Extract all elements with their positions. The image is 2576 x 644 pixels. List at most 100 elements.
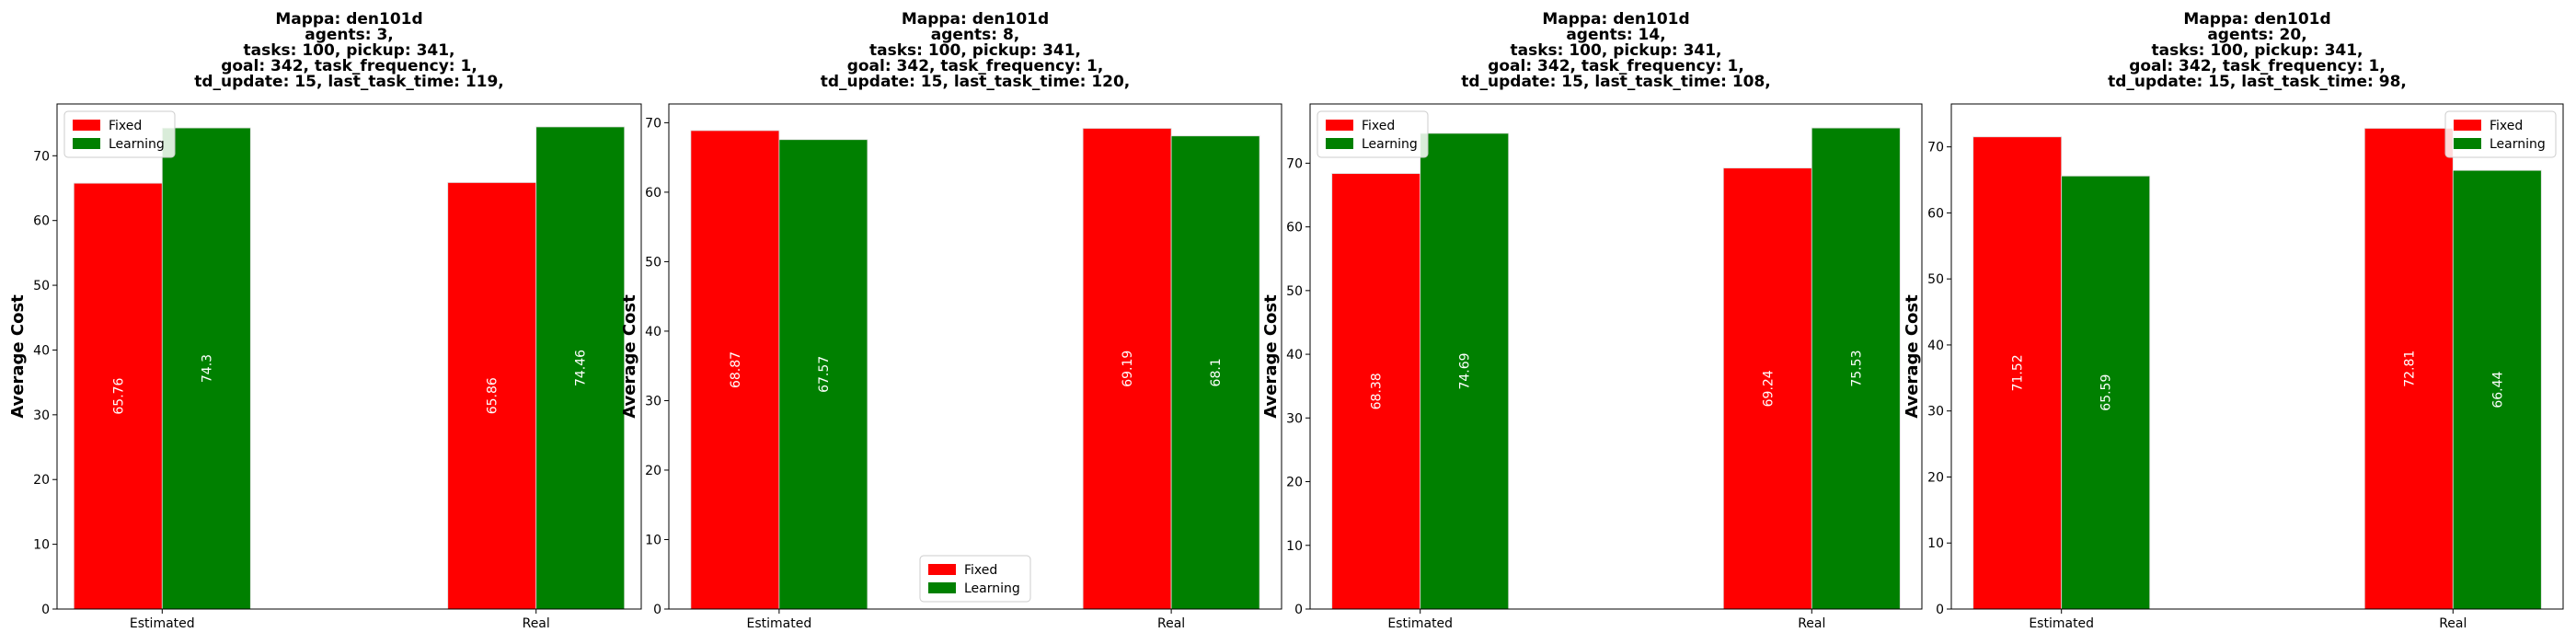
y-tick-label: 50 xyxy=(645,255,661,270)
x-tick-label: Real xyxy=(523,616,550,631)
legend: Fixed Learning xyxy=(2444,110,2557,158)
legend-label: Fixed xyxy=(2490,119,2523,133)
bar-value-label: 68.1 xyxy=(1209,358,1224,386)
y-tick-label: 20 xyxy=(33,473,50,488)
x-tick-label: Estimated xyxy=(1387,616,1453,631)
bar-value-label: 68.87 xyxy=(729,351,743,388)
y-tick-label: 10 xyxy=(33,538,50,553)
legend: Fixed Learning xyxy=(63,110,176,158)
bar-fixed-estimated xyxy=(1331,173,1421,610)
y-tick-label: 20 xyxy=(1286,476,1303,490)
chart-title-line: agents: 3, xyxy=(305,26,394,44)
y-axis-label: Average Cost xyxy=(1261,294,1281,419)
y-tick-label: 50 xyxy=(1927,272,1944,287)
legend-label: Learning xyxy=(2490,137,2546,152)
y-tick-label: 40 xyxy=(33,343,50,358)
bar-learning-real xyxy=(535,126,626,610)
bar-fixed-real xyxy=(2363,128,2454,610)
legend-label: Learning xyxy=(109,137,165,152)
y-tick-label: 30 xyxy=(1927,405,1944,420)
y-tick-label: 40 xyxy=(1927,339,1944,353)
legend-label: Fixed xyxy=(1362,119,1395,133)
bar-fixed-estimated xyxy=(690,130,780,610)
chart-title-line: goal: 342, task_frequency: 1, xyxy=(1488,57,1744,75)
bar-fixed-real xyxy=(447,182,537,610)
y-tick-label: 70 xyxy=(33,149,50,164)
bar-value-label: 65.86 xyxy=(486,377,500,414)
bar-value-label: 75.53 xyxy=(1849,351,1864,387)
bar-value-label: 74.69 xyxy=(1458,352,1473,389)
bar-value-label: 68.38 xyxy=(1370,373,1385,409)
bar-fixed-estimated xyxy=(1972,136,2063,610)
chart-title-line: tasks: 100, pickup: 341, xyxy=(869,41,1081,60)
chart-title-line: td_update: 15, last_task_time: 120, xyxy=(821,73,1131,91)
plot-frame xyxy=(1950,103,2564,610)
y-tick-label: 50 xyxy=(33,279,50,293)
bar-value-label: 69.19 xyxy=(1121,351,1135,387)
chart-title-line: Mappa: den101d xyxy=(275,10,422,29)
bar-value-label: 65.76 xyxy=(111,377,126,414)
x-tick-label: Estimated xyxy=(2029,616,2094,631)
chart-title-line: goal: 342, task_frequency: 1, xyxy=(2129,57,2386,75)
bar-learning-real xyxy=(2452,169,2542,610)
chart-title-line: td_update: 15, last_task_time: 98, xyxy=(2108,73,2407,91)
chart-title-line: agents: 8, xyxy=(931,26,1020,44)
bar-learning-estimated xyxy=(1420,132,1510,610)
chart-title-line: Mappa: den101d xyxy=(2183,10,2330,29)
y-axis-label: Average Cost xyxy=(8,294,28,419)
y-tick-label: 40 xyxy=(1286,348,1303,362)
y-axis-label: Average Cost xyxy=(1903,294,1922,419)
x-tick-label: Real xyxy=(1798,616,1825,631)
bar-fixed-real xyxy=(1082,128,1172,610)
bar-value-label: 67.57 xyxy=(817,356,832,393)
x-tick-label: Real xyxy=(1157,616,1185,631)
legend-swatch xyxy=(928,582,956,593)
y-tick-label: 0 xyxy=(1936,603,1944,617)
bar-value-label: 71.52 xyxy=(2011,354,2026,391)
y-tick-label: 60 xyxy=(645,186,661,201)
bar-learning-real xyxy=(1170,135,1260,610)
y-tick-label: 10 xyxy=(1927,536,1944,551)
legend-swatch xyxy=(1326,120,1353,131)
y-tick-label: 40 xyxy=(645,325,661,339)
x-tick-label: Estimated xyxy=(130,616,195,631)
y-tick-label: 50 xyxy=(1286,284,1303,299)
legend-swatch xyxy=(73,120,100,131)
bar-fixed-estimated xyxy=(73,182,163,610)
plot-frame xyxy=(56,103,642,610)
y-tick-label: 10 xyxy=(645,533,661,547)
chart-title-line: tasks: 100, pickup: 341, xyxy=(2151,41,2363,60)
y-tick-label: 70 xyxy=(1927,141,1944,155)
legend-label: Learning xyxy=(964,581,1020,596)
y-tick-label: 30 xyxy=(645,394,661,408)
y-tick-label: 60 xyxy=(33,214,50,229)
plot-frame xyxy=(1309,103,1923,610)
y-tick-label: 30 xyxy=(1286,411,1303,426)
bar-learning-estimated xyxy=(2061,175,2151,610)
chart-title-line: Mappa: den101d xyxy=(902,10,1049,29)
y-tick-label: 30 xyxy=(33,408,50,423)
chart-title-line: td_update: 15, last_task_time: 119, xyxy=(194,73,504,91)
bar-fixed-real xyxy=(1722,167,1812,610)
y-tick-label: 0 xyxy=(1294,603,1303,617)
bar-learning-estimated xyxy=(161,127,251,610)
chart-title-line: Mappa: den101d xyxy=(1542,10,1689,29)
y-tick-label: 70 xyxy=(1286,156,1303,171)
bar-value-label: 66.44 xyxy=(2490,371,2505,408)
bar-learning-real xyxy=(1811,127,1901,610)
bar-value-label: 65.59 xyxy=(2099,374,2114,411)
legend: Fixed Learning xyxy=(1317,110,1429,158)
chart-title-line: tasks: 100, pickup: 341, xyxy=(243,41,454,60)
chart-title-line: agents: 20, xyxy=(2207,26,2306,44)
y-tick-label: 60 xyxy=(1927,206,1944,221)
y-axis-label: Average Cost xyxy=(620,294,639,419)
chart-title-line: agents: 14, xyxy=(1566,26,1665,44)
x-tick-label: Estimated xyxy=(747,616,812,631)
chart-title-line: goal: 342, task_frequency: 1, xyxy=(221,57,477,75)
legend-swatch xyxy=(2454,138,2481,149)
chart-title-line: tasks: 100, pickup: 341, xyxy=(1510,41,1721,60)
